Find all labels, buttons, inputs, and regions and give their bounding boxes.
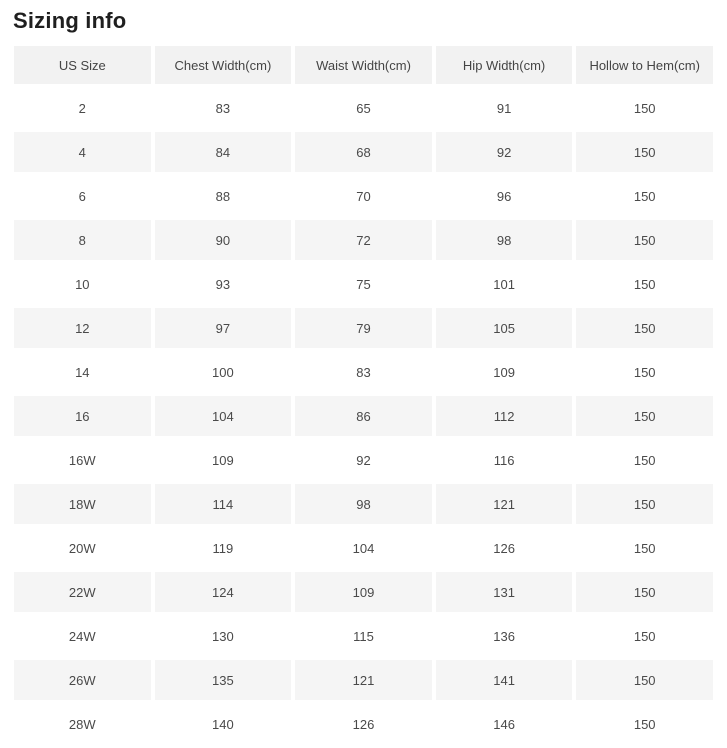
table-cell: 121 (435, 484, 573, 524)
table-cell: 96 (435, 176, 573, 216)
table-cell: 72 (295, 220, 432, 260)
table-cell: 150 (576, 308, 713, 348)
table-cell: 109 (435, 352, 573, 392)
size-cell: 16 (14, 396, 151, 436)
table-cell: 116 (435, 440, 573, 480)
column-header: Hip Width(cm) (435, 46, 573, 84)
table-cell: 68 (295, 132, 432, 172)
table-cell: 126 (295, 704, 432, 744)
column-header: Waist Width(cm) (295, 46, 432, 84)
table-cell: 114 (154, 484, 292, 524)
table-cell: 105 (435, 308, 573, 348)
table-cell: 150 (576, 264, 713, 304)
table-cell: 92 (295, 440, 432, 480)
table-cell: 140 (154, 704, 292, 744)
table-cell: 150 (576, 220, 713, 260)
sizing-table: US Size Chest Width(cm) Waist Width(cm) Hip… (14, 46, 713, 744)
table-cell: 91 (435, 88, 573, 128)
table-cell: 150 (576, 572, 713, 612)
size-cell: 14 (14, 352, 151, 392)
table-cell: 150 (576, 484, 713, 524)
table-cell: 86 (295, 396, 432, 436)
table-cell: 112 (435, 396, 573, 436)
size-cell: 26W (14, 660, 151, 700)
table-cell: 98 (295, 484, 432, 524)
column-header: US Size (14, 46, 151, 84)
table-cell: 135 (154, 660, 292, 700)
size-cell: 4 (14, 132, 151, 172)
page-title: Sizing info (13, 8, 127, 33)
table-cell: 150 (576, 176, 713, 216)
table-cell: 150 (576, 352, 713, 392)
table-cell: 141 (435, 660, 573, 700)
table-cell: 75 (295, 264, 432, 304)
table-cell: 150 (576, 616, 713, 656)
size-cell: 22W (14, 572, 151, 612)
table-cell: 150 (576, 88, 713, 128)
table-cell: 126 (435, 528, 573, 568)
size-cell: 28W (14, 704, 151, 744)
table-cell: 92 (435, 132, 573, 172)
table-cell: 115 (295, 616, 432, 656)
table-cell: 119 (154, 528, 292, 568)
size-cell: 16W (14, 440, 151, 480)
table-cell: 124 (154, 572, 292, 612)
table-cell: 146 (435, 704, 573, 744)
table-cell: 83 (154, 88, 292, 128)
size-cell: 24W (14, 616, 151, 656)
table-cell: 83 (295, 352, 432, 392)
table-cell: 98 (435, 220, 573, 260)
size-cell: 10 (14, 264, 151, 304)
table-cell: 150 (576, 704, 713, 744)
table-cell: 65 (295, 88, 432, 128)
table-cell: 150 (576, 528, 713, 568)
table-cell: 70 (295, 176, 432, 216)
table-cell: 90 (154, 220, 292, 260)
size-cell: 8 (14, 220, 151, 260)
table-cell: 84 (154, 132, 292, 172)
table-cell: 150 (576, 396, 713, 436)
table-cell: 109 (295, 572, 432, 612)
table-cell: 109 (154, 440, 292, 480)
column-header: Chest Width(cm) (154, 46, 292, 84)
table-cell: 104 (295, 528, 432, 568)
table-cell: 150 (576, 660, 713, 700)
table-cell: 130 (154, 616, 292, 656)
size-cell: 20W (14, 528, 151, 568)
table-cell: 121 (295, 660, 432, 700)
table-cell: 104 (154, 396, 292, 436)
size-cell: 2 (14, 88, 151, 128)
table-cell: 79 (295, 308, 432, 348)
table-cell: 136 (435, 616, 573, 656)
table-cell: 93 (154, 264, 292, 304)
table-cell: 131 (435, 572, 573, 612)
size-cell: 6 (14, 176, 151, 216)
column-header: Hollow to Hem(cm) (576, 46, 713, 84)
table-cell: 150 (576, 132, 713, 172)
table-cell: 101 (435, 264, 573, 304)
table-cell: 97 (154, 308, 292, 348)
table-cell: 150 (576, 440, 713, 480)
size-cell: 12 (14, 308, 151, 348)
table-cell: 100 (154, 352, 292, 392)
size-cell: 18W (14, 484, 151, 524)
table-cell: 88 (154, 176, 292, 216)
